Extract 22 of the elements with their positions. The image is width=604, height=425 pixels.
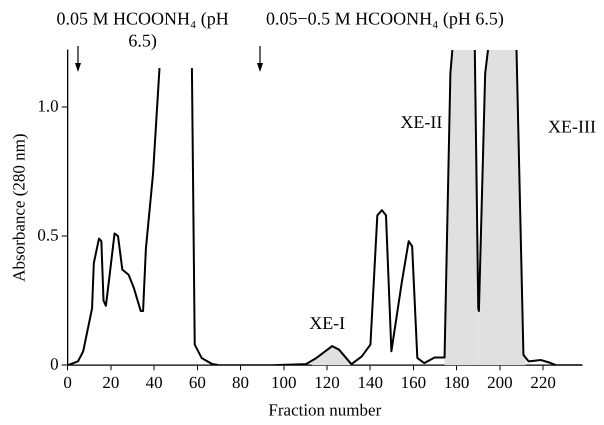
x-tick-label: 60 <box>188 372 206 392</box>
x-tick-label: 40 <box>146 372 163 392</box>
x-tick-label: 200 <box>487 372 513 392</box>
y-tick-label: 0 <box>50 354 59 374</box>
annotation: XE-I <box>309 312 346 333</box>
ref-line-label: 0.05−0.5 M HCOONH₄ (pH 6.5) <box>266 8 504 29</box>
ref-line-label: 0.05 M HCOONH₄ (pH 6.5) <box>56 8 229 51</box>
y-tick-label: 0.5 <box>37 225 59 244</box>
y-axis-title: Absorbance (280 nm) <box>10 133 29 282</box>
x-tick-label: 180 <box>444 372 470 392</box>
annotation: XE-II <box>400 112 442 132</box>
x-tick-label: 100 <box>271 372 297 392</box>
y-tick-label: 1.0 <box>37 96 59 116</box>
x-tick-label: 140 <box>357 372 383 392</box>
x-tick-label: 220 <box>530 372 556 392</box>
x-axis-title: Fraction number <box>268 400 382 420</box>
x-tick-label: 160 <box>400 372 426 392</box>
x-tick-label: 120 <box>314 372 340 392</box>
x-tick-label: 20 <box>102 372 120 392</box>
x-tick-label: 80 <box>232 372 250 392</box>
annotation: XE-III <box>548 116 596 137</box>
x-tick-label: 0 <box>63 372 72 392</box>
